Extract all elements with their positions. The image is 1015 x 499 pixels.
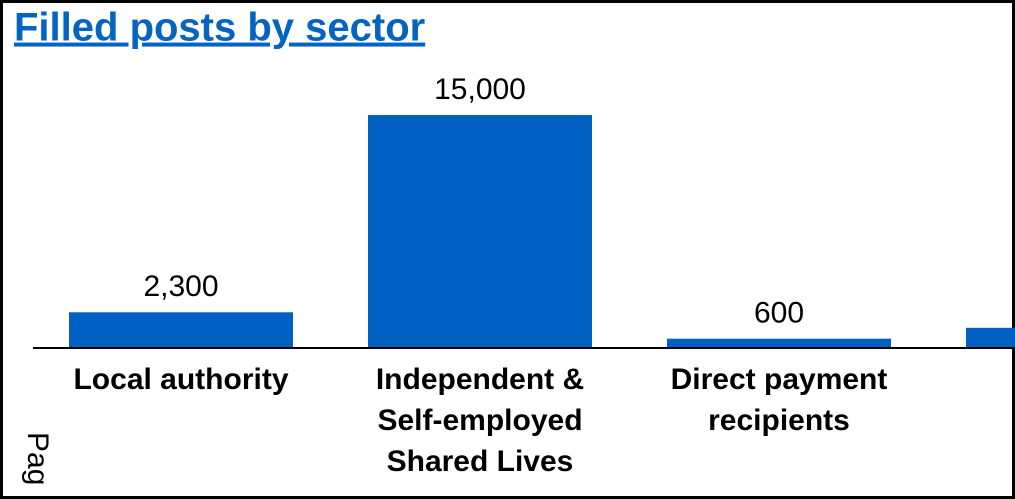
bar [667,338,891,348]
x-tick-label: Local authority [73,363,288,396]
x-tick-label: Direct payment [671,363,888,396]
x-tick-label: recipients [708,404,850,437]
x-tick-label: Independent & [376,363,584,396]
chart-title: Filled posts by sector [14,6,425,50]
page-annotation: Pag [21,432,54,485]
bar [966,327,1015,348]
value-label: 2,300 [143,270,218,303]
x-tick-label: Shared Lives [387,445,574,478]
x-tick-label: Self-employed [377,404,582,437]
value-label: 15,000 [434,73,526,106]
bar [368,115,592,348]
bar [69,312,293,348]
value-label: 600 [754,297,804,330]
